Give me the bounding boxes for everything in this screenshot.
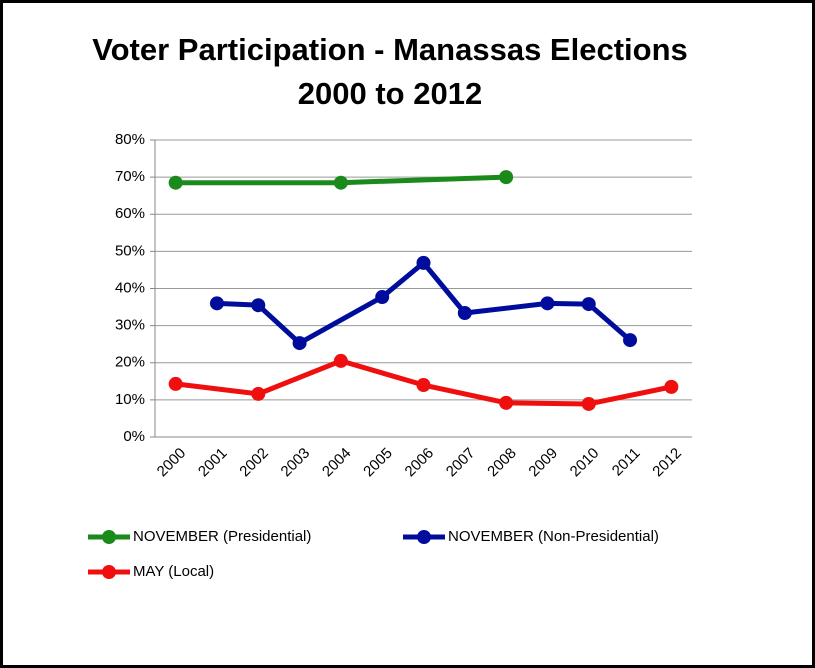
x-tick-label: 2007 <box>443 445 479 481</box>
y-tick-label: 0% <box>123 428 145 445</box>
point <box>457 306 472 321</box>
point <box>251 386 266 401</box>
point <box>581 396 596 411</box>
point <box>168 376 183 391</box>
point <box>499 395 514 410</box>
point <box>540 296 555 311</box>
legend-marker <box>102 530 116 544</box>
point <box>251 298 266 313</box>
point <box>209 296 224 311</box>
x-tick-label: 2012 <box>649 445 685 481</box>
point <box>292 336 307 351</box>
x-tick-label: 2003 <box>278 445 314 481</box>
point <box>499 170 514 185</box>
y-tick-label: 20% <box>115 354 145 371</box>
x-tick-label: 2004 <box>319 445 355 481</box>
y-tick-label: 10% <box>115 391 145 408</box>
x-tick-label: 2000 <box>154 445 190 481</box>
chart-title: Voter Participation - Manassas Elections… <box>92 32 688 111</box>
y-tick-label: 40% <box>115 279 145 296</box>
series-line <box>216 260 632 346</box>
legend-label: NOVEMBER (Presidential) <box>133 528 311 545</box>
point <box>623 333 638 348</box>
point <box>333 353 348 368</box>
x-tick-label: 2008 <box>484 445 520 481</box>
point <box>581 297 596 312</box>
y-tick-label: 30% <box>115 317 145 334</box>
point <box>333 175 348 190</box>
x-tick-label: 2010 <box>567 445 603 481</box>
point <box>375 290 390 305</box>
y-tick-label: 50% <box>115 242 145 259</box>
y-tick-label: 80% <box>115 131 145 148</box>
legend-marker <box>102 565 116 579</box>
point <box>664 379 679 394</box>
point <box>416 378 431 393</box>
x-tick-label: 2009 <box>525 445 561 481</box>
legend-marker <box>417 530 431 544</box>
point <box>416 255 431 270</box>
x-tick-label: 2005 <box>360 445 396 481</box>
legend-label: MAY (Local) <box>133 563 214 580</box>
y-tick-label: 70% <box>115 168 145 185</box>
x-tick-label: 2002 <box>236 445 272 481</box>
x-tick-label: 2011 <box>609 445 644 480</box>
legend-label: NOVEMBER (Non-Presidential) <box>448 528 659 545</box>
x-tick-label: 2006 <box>402 445 438 481</box>
point <box>168 175 183 190</box>
x-tick-label: 2001 <box>195 445 231 481</box>
y-tick-label: 60% <box>115 205 145 222</box>
